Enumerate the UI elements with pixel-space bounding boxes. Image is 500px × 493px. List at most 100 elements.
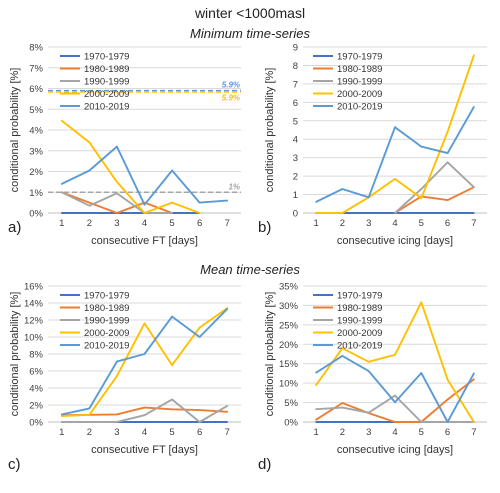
data-point <box>420 372 423 374</box>
legend-entry: 1990-1999 <box>337 77 382 88</box>
data-point <box>472 106 475 108</box>
legend-entry: 2010-2019 <box>84 102 129 113</box>
data-point <box>446 421 449 423</box>
data-point <box>394 212 396 214</box>
x-tick-label: 7 <box>225 427 230 438</box>
data-point <box>171 201 173 204</box>
x-tick-label: 2 <box>340 427 345 438</box>
section-title-minimum: Minimum time-series <box>190 26 310 41</box>
data-point <box>198 201 201 204</box>
data-point <box>420 421 423 423</box>
data-point <box>143 353 146 355</box>
y-tick-label: 0% <box>284 418 298 429</box>
data-point <box>198 336 201 338</box>
x-tick-label: 4 <box>142 427 147 438</box>
data-point <box>88 407 91 410</box>
data-point <box>198 421 201 423</box>
y-tick-label: 4 <box>293 135 298 146</box>
data-point <box>341 406 344 409</box>
data-point <box>341 402 344 404</box>
panel-label: b) <box>258 219 271 236</box>
data-point <box>198 409 201 411</box>
legend-entry: 1980-1989 <box>84 303 129 314</box>
x-tick-label: 5 <box>169 218 174 229</box>
y-tick-label: 4% <box>29 126 43 137</box>
series-line-2010-2019 <box>61 145 228 206</box>
series-line-2010-2019 <box>315 354 475 423</box>
data-point <box>446 212 449 214</box>
y-tick-label: 6% <box>29 84 43 95</box>
x-tick-label: 6 <box>445 218 450 229</box>
x-axis-label: consecutive icing [days] <box>337 444 453 456</box>
y-tick-label: 0% <box>29 418 43 429</box>
y-tick-label: 15% <box>279 359 299 370</box>
data-point <box>226 404 229 407</box>
data-point <box>472 378 475 381</box>
data-point <box>420 145 423 148</box>
panel-label: c) <box>8 456 21 473</box>
panel-a: 0% 1% 2% 3% 4% 5% 6% 7% 8% 1 2 3 4 5 6 7 consecutive FT … <box>8 43 241 247</box>
data-point <box>420 301 423 304</box>
data-point <box>171 398 173 401</box>
data-point <box>116 421 118 423</box>
y-axis-label: conditional probability [%] <box>264 68 276 193</box>
data-point <box>88 141 91 144</box>
legend-entry: 1990-1999 <box>84 316 129 327</box>
data-point <box>60 183 63 185</box>
data-point <box>88 201 91 204</box>
y-tick-label: 6 <box>293 98 298 109</box>
legend-entry: 2010-2019 <box>337 341 382 352</box>
y-tick-label: 1 <box>293 190 298 201</box>
y-tick-label: 3 <box>293 153 298 164</box>
reference-line-label: 5.9% <box>222 81 240 90</box>
data-point <box>171 315 173 318</box>
data-point <box>88 204 91 207</box>
data-point <box>171 408 173 411</box>
x-tick-label: 3 <box>366 427 371 438</box>
data-point <box>60 212 63 214</box>
x-tick-label: 7 <box>225 218 230 229</box>
legend-entry: 1980-1989 <box>337 303 382 314</box>
y-tick-label: 7% <box>29 63 43 74</box>
y-tick-label: 1% <box>29 188 43 199</box>
panel-label: a) <box>8 219 21 236</box>
data-point <box>446 161 449 164</box>
data-point <box>171 364 173 366</box>
series-line-1980-1989 <box>61 191 173 214</box>
data-point <box>341 347 344 350</box>
y-tick-label: 2% <box>29 167 43 178</box>
data-point <box>394 177 396 180</box>
data-point <box>226 421 229 423</box>
y-tick-label: 25% <box>279 320 299 331</box>
data-point <box>315 212 318 214</box>
panels: 0% 1% 2% 3% 4% 5% 6% 7% 8% 1 2 3 4 5 6 7 consecutive FT … <box>8 43 487 473</box>
data-point <box>446 398 449 401</box>
data-point <box>341 212 344 214</box>
y-tick-label: 8% <box>29 350 43 361</box>
data-point <box>116 360 118 363</box>
data-point <box>367 411 370 414</box>
data-point <box>315 384 318 386</box>
data-point <box>420 197 423 200</box>
data-point <box>143 406 146 409</box>
x-tick-label: 5 <box>169 427 174 438</box>
data-point <box>341 188 344 190</box>
y-tick-label: 5% <box>29 105 43 116</box>
x-tick-label: 1 <box>313 218 318 229</box>
y-tick-label: 8 <box>293 61 298 72</box>
legend-entry: 1970-1979 <box>337 52 382 63</box>
y-tick-label: 8% <box>29 43 43 54</box>
data-point <box>60 421 63 423</box>
data-point <box>420 188 423 190</box>
data-point <box>315 408 318 411</box>
legend-entry: 1970-1979 <box>84 52 129 63</box>
figure-title: winter <1000masl <box>194 5 305 21</box>
data-point <box>367 196 370 199</box>
y-tick-label: 30% <box>279 301 299 312</box>
data-point <box>143 212 146 214</box>
data-point <box>367 360 370 363</box>
data-point <box>143 203 146 206</box>
data-point <box>472 54 475 57</box>
data-point <box>446 130 449 133</box>
data-point <box>171 212 173 214</box>
